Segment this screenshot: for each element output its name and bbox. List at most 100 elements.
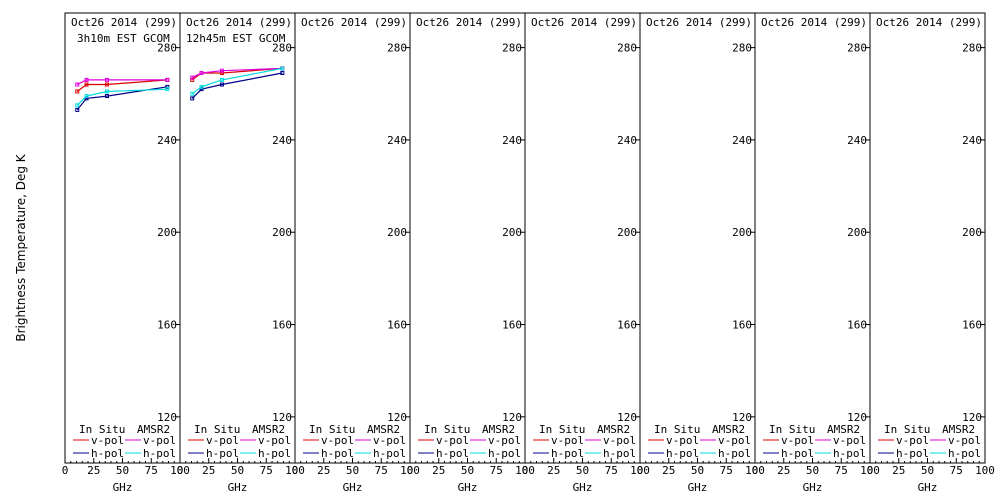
legend-header-amsr2: AMSR2 — [942, 423, 975, 436]
x-tick-label: 50 — [691, 464, 704, 477]
y-tick-label: 120 — [502, 411, 522, 424]
panel-2: Oct26 2014 (299) 12h45m EST GCOM 120 160 200… — [177, 12, 305, 494]
x-axis-label: GHz — [343, 481, 363, 494]
y-tick-label: 200 — [962, 226, 982, 239]
legend-label: v-pol — [206, 434, 239, 447]
data-point — [219, 71, 224, 75]
data-point — [104, 89, 109, 94]
series-line — [191, 67, 283, 81]
data-point — [75, 103, 80, 108]
legend-label: v-pol — [143, 434, 176, 447]
y-tick-label: 120 — [387, 411, 407, 424]
panel-title: Oct26 2014 (299) — [71, 16, 177, 29]
x-tick-label: 50 — [116, 464, 129, 477]
x-tick-label: 75 — [260, 464, 273, 477]
x-tick-label: 75 — [720, 464, 733, 477]
data-point — [190, 96, 195, 101]
y-tick-label: 240 — [157, 134, 177, 147]
x-tick-label: 50 — [576, 464, 589, 477]
panel-title: Oct26 2014 (299) — [186, 16, 292, 29]
legend-header-amsr2: AMSR2 — [367, 423, 400, 436]
data-point — [84, 77, 89, 82]
data-point — [165, 77, 170, 82]
legend-header-amsr2: AMSR2 — [597, 423, 630, 436]
x-tick-label: 0 — [522, 464, 529, 477]
legend-header-insitu: In Situ — [194, 423, 240, 436]
x-tick-label: 25 — [547, 464, 560, 477]
legend-header-amsr2: AMSR2 — [827, 423, 860, 436]
legend-header-amsr2: AMSR2 — [137, 423, 170, 436]
series-line — [76, 79, 168, 92]
legend-label: v-pol — [666, 434, 699, 447]
data-point — [165, 87, 170, 92]
panel-8: Oct26 2014 (299) 120 160 200 240 280 0 25 50 75 10… — [867, 12, 995, 494]
data-point — [165, 84, 170, 89]
x-axis-label: GHz — [918, 481, 938, 494]
y-tick-label: 160 — [847, 319, 867, 332]
y-tick-label: 280 — [157, 42, 177, 55]
legend-header-insitu: In Situ — [539, 423, 585, 436]
x-axis-label: GHz — [573, 481, 593, 494]
panel-5: Oct26 2014 (299) 120 160 200 240 280 0 25 50 75 10… — [522, 12, 650, 494]
data-point — [84, 82, 89, 87]
x-tick-label: 25 — [317, 464, 330, 477]
y-tick-label: 280 — [272, 42, 292, 55]
legend-label: h-pol — [436, 447, 469, 460]
x-tick-label: 25 — [202, 464, 215, 477]
data-point — [280, 66, 285, 71]
data-point — [84, 94, 89, 99]
legend-header-insitu: In Situ — [769, 423, 815, 436]
x-tick-label: 75 — [605, 464, 618, 477]
x-tick-label: 100 — [400, 464, 420, 477]
panel-subtitle: 12h45m EST GCOM — [186, 32, 286, 45]
data-point — [104, 94, 109, 99]
x-tick-label: 75 — [835, 464, 848, 477]
panel-title: Oct26 2014 (299) — [416, 16, 522, 29]
panel-1: Oct26 2014 (299) 3h10m EST GCOM 120 160 200 2… — [62, 12, 190, 494]
x-tick-label: 50 — [806, 464, 819, 477]
y-tick-label: 280 — [387, 42, 407, 55]
y-tick-label: 280 — [617, 42, 637, 55]
legend-header-amsr2: AMSR2 — [482, 423, 515, 436]
x-tick-label: 50 — [346, 464, 359, 477]
y-tick-label: 160 — [617, 319, 637, 332]
chart-panels: Oct26 2014 (299) 3h10m EST GCOM 120 160 200 2… — [62, 12, 995, 494]
legend-label: h-pol — [781, 447, 814, 460]
x-axis-label: GHz — [458, 481, 478, 494]
x-tick-label: 75 — [490, 464, 503, 477]
legend-label: h-pol — [488, 447, 521, 460]
x-tick-label: 0 — [637, 464, 644, 477]
series-line — [76, 88, 168, 106]
legend-header-amsr2: AMSR2 — [252, 423, 285, 436]
legend-header-insitu: In Situ — [424, 423, 470, 436]
series-line — [191, 72, 283, 99]
x-tick-label: 100 — [860, 464, 880, 477]
y-tick-label: 160 — [157, 319, 177, 332]
y-tick-label: 120 — [962, 411, 982, 424]
y-tick-label: 280 — [732, 42, 752, 55]
x-tick-label: 100 — [630, 464, 650, 477]
legend-label: h-pol — [258, 447, 291, 460]
data-point — [190, 91, 195, 96]
legend-label: v-pol — [436, 434, 469, 447]
legend-label: v-pol — [781, 434, 814, 447]
data-point — [199, 71, 204, 75]
series-line — [191, 67, 283, 95]
legend-label: v-pol — [321, 434, 354, 447]
panel-title: Oct26 2014 (299) — [646, 16, 752, 29]
data-point — [104, 82, 109, 87]
y-tick-label: 160 — [962, 319, 982, 332]
panel-7: Oct26 2014 (299) 120 160 200 240 280 0 25 50 75 10… — [752, 12, 880, 494]
y-tick-label: 160 — [732, 319, 752, 332]
data-point — [219, 82, 224, 87]
x-tick-label: 100 — [975, 464, 995, 477]
y-tick-label: 240 — [962, 134, 982, 147]
y-tick-label: 160 — [387, 319, 407, 332]
legend-header-insitu: In Situ — [79, 423, 125, 436]
y-tick-label: 240 — [732, 134, 752, 147]
data-point — [199, 87, 204, 92]
data-point — [75, 107, 80, 112]
panel-subtitle: 3h10m EST GCOM — [77, 32, 170, 45]
panel-4: Oct26 2014 (299) 120 160 200 240 280 0 25 50 75 10… — [407, 12, 535, 494]
